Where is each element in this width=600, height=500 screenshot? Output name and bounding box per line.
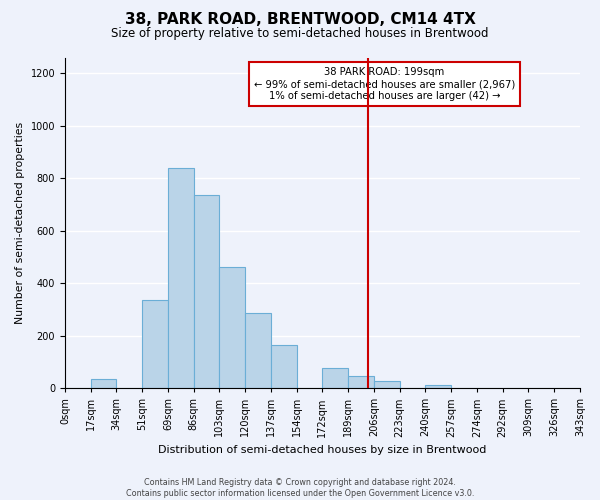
Y-axis label: Number of semi-detached properties: Number of semi-detached properties	[15, 122, 25, 324]
Bar	[142, 300, 168, 388]
Text: Size of property relative to semi-detached houses in Brentwood: Size of property relative to semi-detach…	[111, 28, 489, 40]
Bar	[168, 168, 194, 388]
Text: 38 PARK ROAD: 199sqm
← 99% of semi-detached houses are smaller (2,967)
1% of sem: 38 PARK ROAD: 199sqm ← 99% of semi-detac…	[254, 68, 515, 100]
Bar	[194, 196, 220, 388]
Bar	[245, 314, 271, 388]
Bar	[220, 267, 245, 388]
Text: 38, PARK ROAD, BRENTWOOD, CM14 4TX: 38, PARK ROAD, BRENTWOOD, CM14 4TX	[125, 12, 475, 28]
X-axis label: Distribution of semi-detached houses by size in Brentwood: Distribution of semi-detached houses by …	[158, 445, 487, 455]
Bar	[348, 376, 374, 388]
Bar	[271, 345, 296, 388]
Bar	[425, 385, 451, 388]
Bar	[91, 379, 116, 388]
Text: Contains HM Land Registry data © Crown copyright and database right 2024.
Contai: Contains HM Land Registry data © Crown c…	[126, 478, 474, 498]
Bar	[374, 381, 400, 388]
Bar	[322, 368, 348, 388]
